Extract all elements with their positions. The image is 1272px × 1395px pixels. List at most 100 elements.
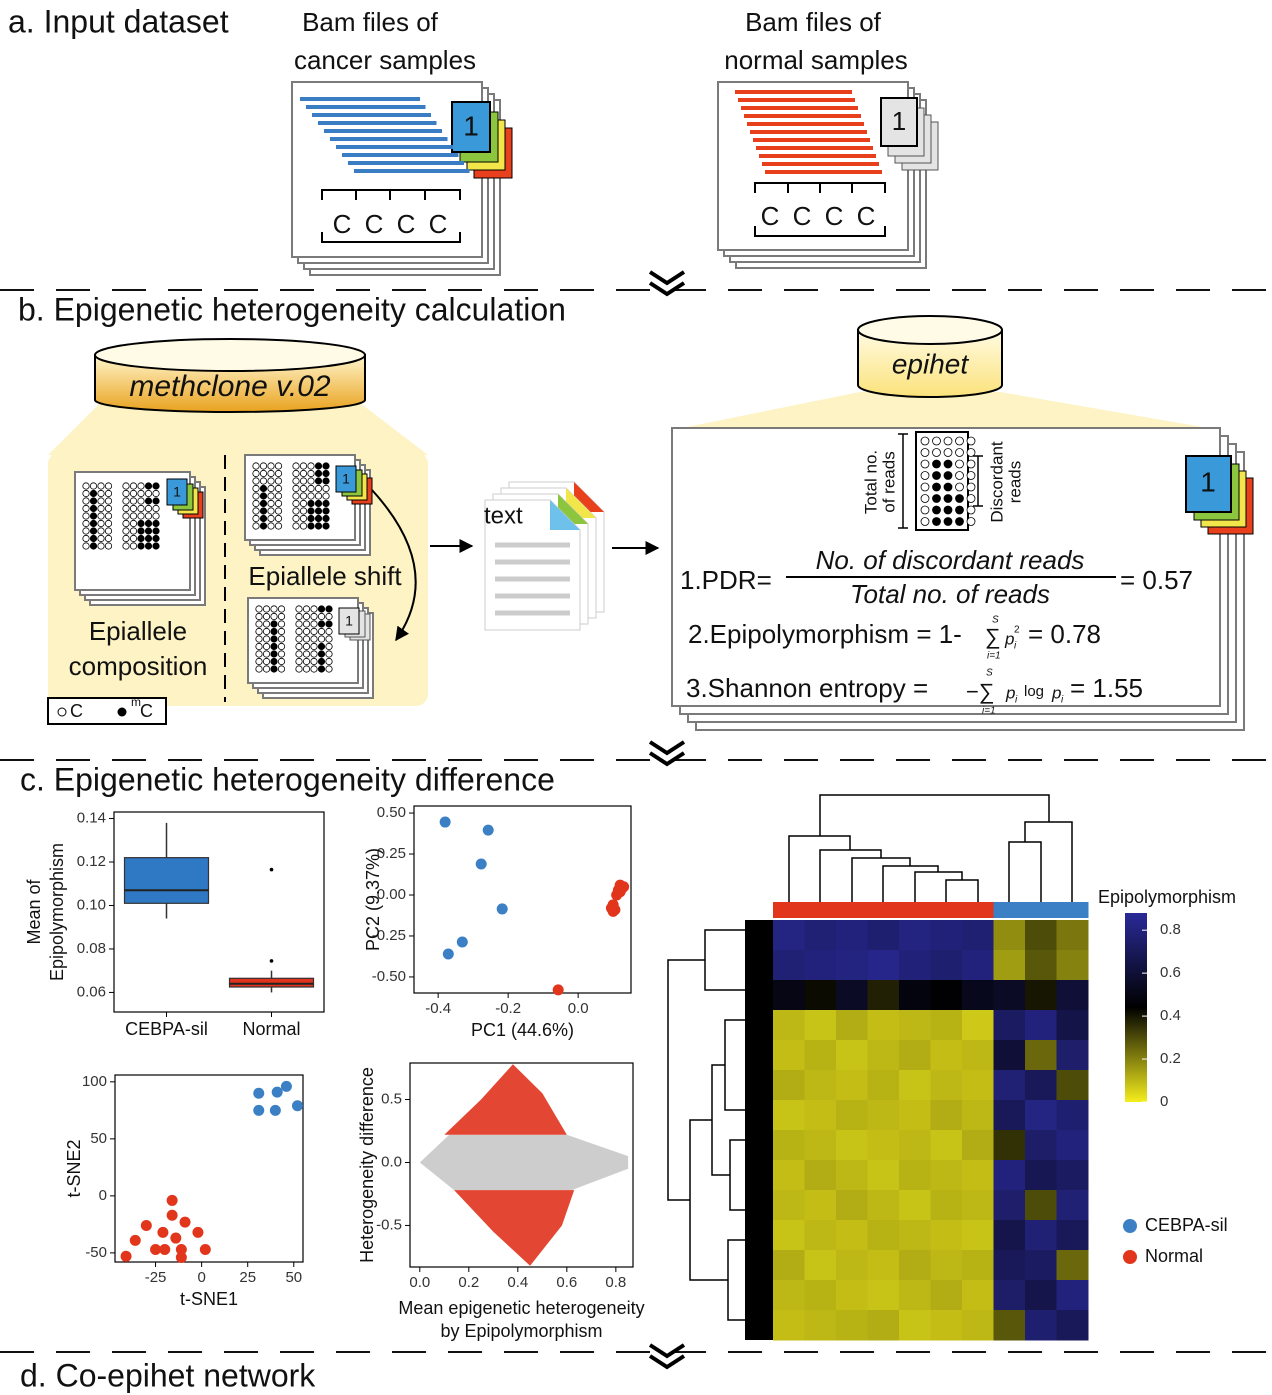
heat-cell <box>805 1250 837 1281</box>
cpg-dot <box>268 485 274 491</box>
cpg-dot <box>130 490 136 496</box>
point <box>609 904 620 915</box>
heat-cell <box>805 1160 837 1191</box>
cpg-dot <box>260 463 266 469</box>
label: cancer samples <box>294 45 476 75</box>
formula: S <box>992 615 999 626</box>
cpg-dot <box>98 528 104 534</box>
point <box>457 937 468 948</box>
chevron <box>650 1345 684 1367</box>
y-tick-label: 0 <box>99 1187 107 1204</box>
cpg-dot <box>253 515 259 521</box>
point <box>270 1105 281 1116</box>
cpg-dot <box>944 506 952 514</box>
column-group <box>805 902 837 918</box>
heat-cell <box>994 1070 1026 1101</box>
cpg-dot <box>253 470 259 476</box>
point <box>553 984 564 995</box>
cpg-dot <box>98 513 104 519</box>
heat-cell <box>994 980 1026 1011</box>
cpg-dot <box>260 508 266 514</box>
cpg-dot <box>90 513 96 519</box>
heat-cell <box>836 1220 868 1251</box>
heat-cell <box>1057 1280 1089 1311</box>
heat-cell <box>899 950 931 981</box>
cpg-dot <box>268 470 274 476</box>
heat-cell <box>805 1220 837 1251</box>
file-label: text <box>484 502 523 529</box>
cpg-dot <box>83 520 89 526</box>
heat-cell <box>1025 1190 1057 1221</box>
point-cloud <box>454 1190 574 1266</box>
formula: i=1 <box>987 651 1001 662</box>
cpg-dot <box>933 518 941 526</box>
heat-cell <box>899 980 931 1011</box>
cpg-dot <box>311 658 317 664</box>
cpg-dot <box>256 651 262 657</box>
label: composition <box>69 651 208 681</box>
cpg-dot <box>293 485 299 491</box>
heat-cell <box>773 1070 805 1101</box>
cpg-dot <box>263 643 269 649</box>
heat-cell <box>1057 950 1089 981</box>
heat-cell <box>931 1280 963 1311</box>
cpg-dot <box>318 666 324 672</box>
cpg-dot <box>967 506 975 514</box>
heat-cell <box>773 1310 805 1341</box>
legend-symbol <box>1123 1250 1137 1264</box>
heat-cell <box>805 980 837 1011</box>
cpg-dot <box>921 472 929 480</box>
heat-cell <box>931 1160 963 1191</box>
row-dendrogram <box>668 930 745 1320</box>
legend-symbol <box>58 708 66 716</box>
legend-title: Epipolymorphism <box>1098 887 1236 907</box>
column-group <box>1025 902 1057 918</box>
panel-title: d. Co-epihet network <box>20 1357 316 1393</box>
cpg-dot <box>98 535 104 541</box>
cpg-dot <box>256 658 262 664</box>
heat-cell <box>994 1160 1026 1191</box>
label: Bam files of <box>302 7 439 37</box>
cpg-dot <box>90 543 96 549</box>
heat-cell <box>1025 1160 1057 1191</box>
cpg-dot <box>123 535 129 541</box>
formula: 1.PDR= <box>680 565 772 595</box>
cpg-dot <box>123 528 129 534</box>
cpg-dot <box>921 483 929 491</box>
heat-cell <box>805 1280 837 1311</box>
cpg-dot <box>933 483 941 491</box>
column-group <box>994 902 1026 918</box>
cpg-dot <box>253 463 259 469</box>
heat-cell <box>1057 1310 1089 1341</box>
cpg-dot <box>260 515 266 521</box>
cpg-dot <box>256 606 262 612</box>
tool-name: epihet <box>892 348 970 379</box>
cpg-dot <box>315 500 321 506</box>
heat-cell <box>931 1010 963 1041</box>
y-tick-label: 50 <box>90 1130 107 1147</box>
heat-cell <box>836 1190 868 1221</box>
label: Epiallele shift <box>248 561 402 591</box>
heat-cell <box>994 920 1026 951</box>
cylinder-top <box>858 316 1002 344</box>
y-tick-label: -0.5 <box>376 1216 402 1233</box>
cpg-dot <box>130 498 136 504</box>
x-tick-label: -0.4 <box>425 1000 451 1017</box>
badge-number: 1 <box>173 484 181 500</box>
heat-cell <box>1057 1190 1089 1221</box>
heat-cell <box>836 1310 868 1341</box>
heat-cell <box>773 920 805 951</box>
cpg-dot <box>98 543 104 549</box>
heat-cell <box>962 1070 994 1101</box>
formula: ∑ <box>985 624 1001 649</box>
cpg-dot <box>303 606 309 612</box>
cpg-dot <box>308 523 314 529</box>
heat-cell <box>931 1070 963 1101</box>
cpg-dot <box>105 490 111 496</box>
heat-cell <box>773 1250 805 1281</box>
heat-cell <box>805 950 837 981</box>
cpg-dot <box>296 636 302 642</box>
cpg-dot <box>145 498 151 504</box>
cpg-dot <box>921 449 929 457</box>
cpg-dot <box>153 498 159 504</box>
